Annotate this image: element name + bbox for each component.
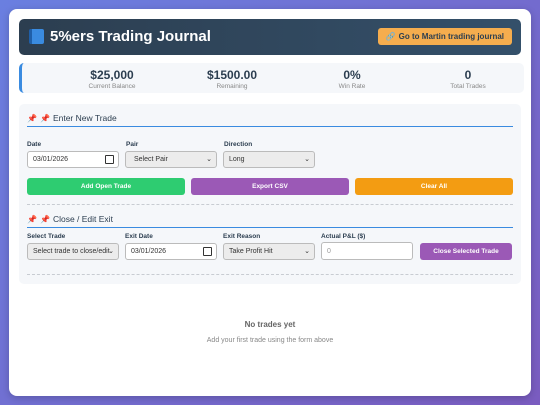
new-trade-heading: 📌 📌 Enter New Trade <box>27 113 117 123</box>
chevron-down-icon: ⌄ <box>304 156 310 163</box>
exit-reason-label: Exit Reason <box>223 233 261 240</box>
link-icon: 🔗 <box>385 32 396 41</box>
date-field[interactable]: 03/01/2026 <box>27 151 119 168</box>
pushpin-icon: 📌 <box>39 113 50 123</box>
select-trade-label: Select Trade <box>27 233 66 240</box>
exit-date-label: Exit Date <box>125 233 153 240</box>
section-divider <box>27 126 513 127</box>
stat-value: $1500.00 <box>206 68 258 82</box>
go-to-martin-journal-button[interactable]: 🔗 Go to Martin trading journal <box>377 28 512 45</box>
journal-card: 5%ers Trading Journal 🔗 Go to Martin tra… <box>9 9 531 396</box>
stat-current-balance: $25,000 Current Balance <box>57 69 167 90</box>
close-trade-title: Close / Edit Exit <box>52 214 113 224</box>
app-title-text: 5%ers Trading Journal <box>50 28 211 45</box>
pushpin-icon: 📌 <box>27 214 37 224</box>
direction-select[interactable]: Long ⌄ <box>223 151 315 168</box>
chevron-down-icon: ⌄ <box>206 156 212 163</box>
close-trade-heading: 📌 📌 Close / Edit Exit <box>27 214 113 224</box>
stat-value: 0 <box>464 68 472 82</box>
stat-remaining: $1500.00 Remaining <box>177 69 287 90</box>
section-divider <box>27 227 513 228</box>
pushpin-icon: 📌 <box>39 214 50 224</box>
exit-date-value: 03/01/2026 <box>131 248 167 255</box>
chevron-down-icon: ⌄ <box>108 248 114 255</box>
trade-form-panel: 📌 📌 Enter New Trade Date 03/01/2026 Pair… <box>19 104 521 284</box>
exit-date-field[interactable]: 03/01/2026 <box>125 243 217 260</box>
app-header: 5%ers Trading Journal 🔗 Go to Martin tra… <box>19 19 521 55</box>
date-value: 03/01/2026 <box>33 156 69 163</box>
export-csv-button[interactable]: Export CSV <box>191 178 349 195</box>
stat-label: Win Rate <box>338 83 366 90</box>
book-icon <box>29 29 44 44</box>
select-trade-dropdown[interactable]: Select trade to close/edit ⌄ <box>27 243 119 260</box>
empty-state-subtitle: Add your first trade using the form abov… <box>206 337 334 344</box>
clear-all-button[interactable]: Clear All <box>355 178 513 195</box>
exit-reason-select[interactable]: Take Profit Hit ⌄ <box>223 243 315 260</box>
date-label: Date <box>27 141 42 148</box>
pnl-input[interactable]: 0 <box>321 242 413 260</box>
stat-label: Remaining <box>216 83 248 90</box>
app-title: 5%ers Trading Journal <box>29 28 211 45</box>
close-selected-trade-button[interactable]: Close Selected Trade <box>420 243 512 260</box>
calendar-icon[interactable] <box>203 247 212 256</box>
stat-label: Total Trades <box>450 83 486 90</box>
stats-bar: $25,000 Current Balance $1500.00 Remaini… <box>19 63 524 93</box>
go-to-martin-journal-label: Go to Martin trading journal <box>398 32 504 41</box>
calendar-icon[interactable] <box>105 155 114 164</box>
pushpin-icon: 📌 <box>27 113 37 123</box>
pnl-label: Actual P&L ($) <box>321 233 366 240</box>
direction-value: Long <box>229 156 245 163</box>
select-trade-value: Select trade to close/edit <box>33 248 110 255</box>
pair-label: Pair <box>126 141 139 148</box>
stat-win-rate: 0% Win Rate <box>297 69 407 90</box>
stat-label: Current Balance <box>88 83 136 90</box>
pair-value: Select Pair <box>134 156 168 163</box>
exit-reason-value: Take Profit Hit <box>229 248 273 255</box>
stat-value: 0% <box>343 68 361 82</box>
chevron-down-icon: ⌄ <box>304 248 310 255</box>
dashed-divider <box>27 274 513 275</box>
add-open-trade-button[interactable]: Add Open Trade <box>27 178 185 195</box>
direction-label: Direction <box>224 141 253 148</box>
empty-state-title: No trades yet <box>244 320 296 329</box>
pair-select[interactable]: Select Pair ⌄ <box>125 151 217 168</box>
stat-total-trades: 0 Total Trades <box>413 69 523 90</box>
stat-value: $25,000 <box>90 68 134 82</box>
dashed-divider <box>27 204 513 205</box>
pnl-placeholder: 0 <box>327 247 331 255</box>
new-trade-title: Enter New Trade <box>52 113 117 123</box>
